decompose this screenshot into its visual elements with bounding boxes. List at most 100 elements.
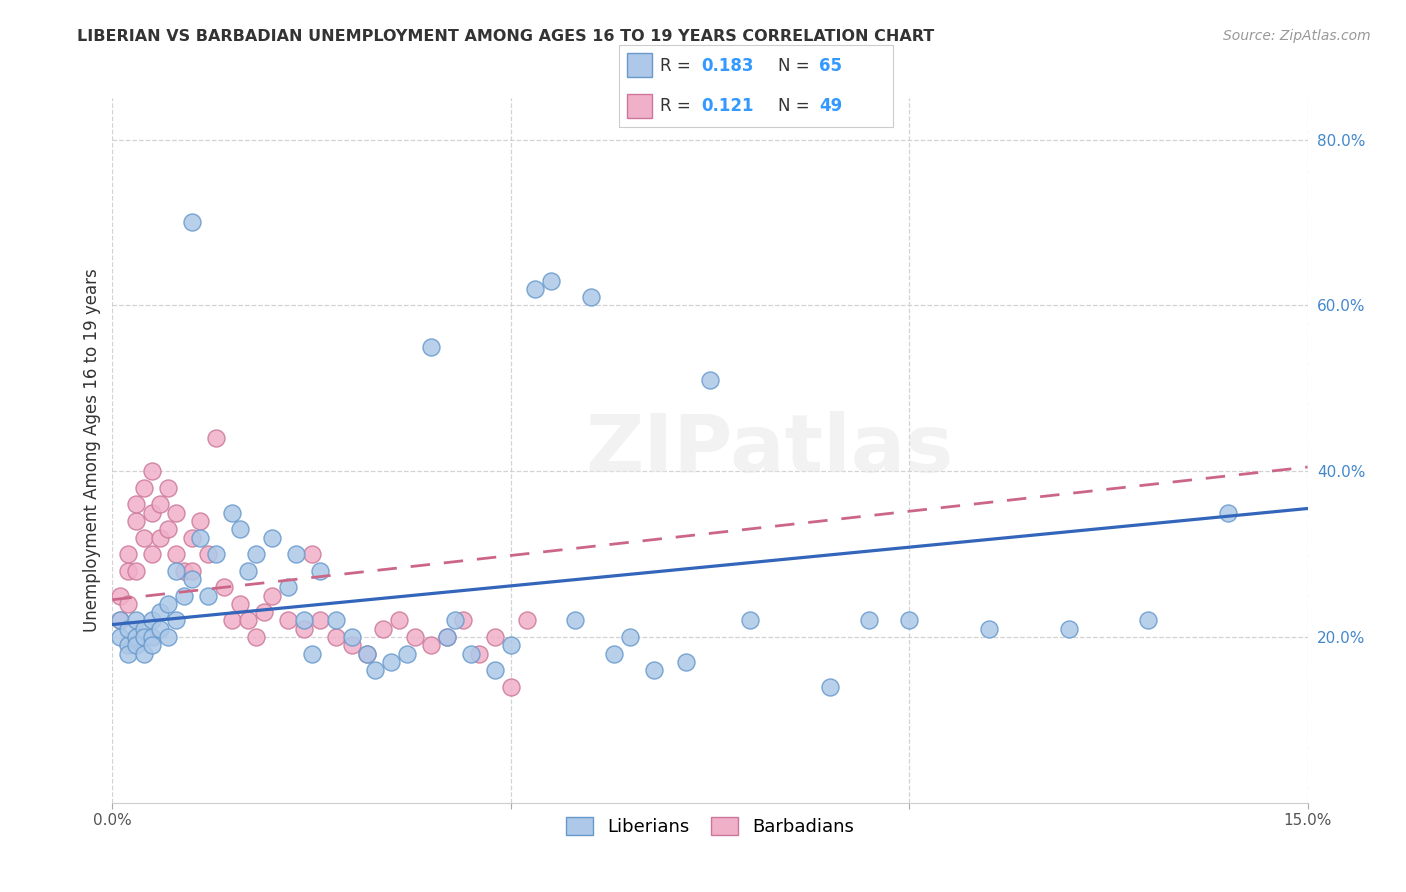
Point	[380, 655, 402, 669]
Point	[117, 622, 139, 636]
Point	[125, 564, 148, 578]
Point	[284, 547, 307, 561]
Point	[468, 647, 491, 661]
Point	[260, 589, 283, 603]
Point	[308, 614, 330, 628]
Point	[212, 580, 235, 594]
Point	[197, 589, 219, 603]
Point	[301, 547, 323, 561]
Text: R =: R =	[659, 56, 696, 75]
Text: 49: 49	[818, 96, 842, 115]
Point	[1216, 506, 1239, 520]
Point	[404, 630, 426, 644]
Point	[117, 564, 139, 578]
Point	[420, 340, 443, 354]
Point	[277, 580, 299, 594]
Point	[818, 680, 841, 694]
Point	[157, 597, 180, 611]
Point	[173, 589, 195, 603]
Point	[205, 431, 228, 445]
Point	[110, 589, 132, 603]
Point	[738, 614, 761, 628]
FancyBboxPatch shape	[619, 45, 893, 127]
Point	[977, 622, 1000, 636]
Y-axis label: Unemployment Among Ages 16 to 19 years: Unemployment Among Ages 16 to 19 years	[83, 268, 101, 632]
Point	[420, 638, 443, 652]
Point	[125, 630, 148, 644]
Point	[134, 630, 156, 644]
Point	[603, 647, 626, 661]
Point	[173, 564, 195, 578]
Point	[117, 597, 139, 611]
Point	[141, 464, 163, 478]
Point	[188, 514, 211, 528]
Point	[277, 614, 299, 628]
Legend: Liberians, Barbadians: Liberians, Barbadians	[558, 809, 862, 843]
Point	[444, 614, 467, 628]
Point	[460, 647, 482, 661]
FancyBboxPatch shape	[627, 94, 651, 119]
Point	[340, 630, 363, 644]
FancyBboxPatch shape	[627, 53, 651, 78]
Point	[564, 614, 586, 628]
Point	[165, 614, 187, 628]
Point	[898, 614, 921, 628]
Point	[181, 531, 204, 545]
Point	[165, 547, 187, 561]
Point	[1057, 622, 1080, 636]
Point	[165, 564, 187, 578]
Text: N =: N =	[778, 56, 814, 75]
Point	[134, 622, 156, 636]
Point	[110, 630, 132, 644]
Point	[396, 647, 419, 661]
Point	[125, 514, 148, 528]
Point	[141, 547, 163, 561]
Point	[245, 547, 267, 561]
Point	[110, 614, 132, 628]
Point	[340, 638, 363, 652]
Point	[325, 614, 347, 628]
Point	[157, 481, 180, 495]
Point	[125, 614, 148, 628]
Text: 0.183: 0.183	[700, 56, 754, 75]
Point	[388, 614, 411, 628]
Point	[356, 647, 378, 661]
Point	[221, 506, 243, 520]
Point	[141, 638, 163, 652]
Point	[141, 506, 163, 520]
Text: Source: ZipAtlas.com: Source: ZipAtlas.com	[1223, 29, 1371, 43]
Point	[699, 373, 721, 387]
Point	[436, 630, 458, 644]
Point	[540, 273, 562, 287]
Point	[141, 614, 163, 628]
Point	[117, 638, 139, 652]
Point	[523, 282, 546, 296]
Point	[579, 290, 602, 304]
Point	[643, 663, 665, 677]
Point	[110, 614, 132, 628]
Point	[236, 564, 259, 578]
Point	[157, 522, 180, 536]
Point	[675, 655, 697, 669]
Point	[221, 614, 243, 628]
Point	[260, 531, 283, 545]
Text: R =: R =	[659, 96, 696, 115]
Point	[134, 647, 156, 661]
Point	[484, 663, 506, 677]
Point	[197, 547, 219, 561]
Point	[301, 647, 323, 661]
Text: LIBERIAN VS BARBADIAN UNEMPLOYMENT AMONG AGES 16 TO 19 YEARS CORRELATION CHART: LIBERIAN VS BARBADIAN UNEMPLOYMENT AMONG…	[77, 29, 935, 44]
Point	[188, 531, 211, 545]
Point	[181, 572, 204, 586]
Point	[292, 614, 315, 628]
Point	[619, 630, 641, 644]
Point	[325, 630, 347, 644]
Point	[253, 605, 276, 619]
Point	[117, 647, 139, 661]
Point	[149, 622, 172, 636]
Text: N =: N =	[778, 96, 814, 115]
Point	[149, 497, 172, 511]
Point	[292, 622, 315, 636]
Point	[236, 614, 259, 628]
Point	[134, 531, 156, 545]
